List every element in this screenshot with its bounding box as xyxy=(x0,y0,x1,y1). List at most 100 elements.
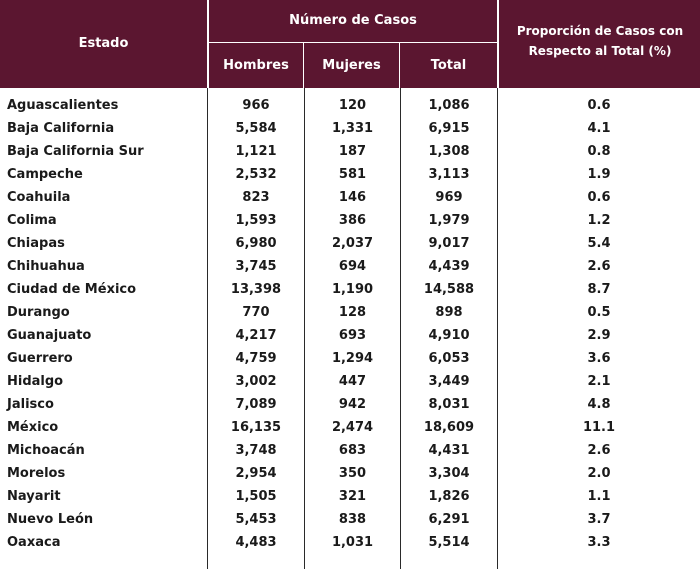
cell-proporcion: 8.7 xyxy=(587,282,611,297)
cell-proporcion: 0.5 xyxy=(587,305,611,320)
table-row: Chihuahua 3,745 694 4,439 2.6 xyxy=(0,255,700,278)
table-row: Oaxaca 4,483 1,031 5,514 3.3 xyxy=(0,531,700,554)
cell-hombres: 16,135 xyxy=(230,420,282,435)
column-divider xyxy=(400,88,401,569)
table-row: Campeche 2,532 581 3,113 1.9 xyxy=(0,163,700,186)
table-row: Jalisco 7,089 942 8,031 4.8 xyxy=(0,393,700,416)
cell-estado: Chihuahua xyxy=(7,259,85,274)
cell-estado: Baja California Sur xyxy=(7,144,144,159)
cell-estado: Ciudad de México xyxy=(7,282,137,297)
cell-hombres: 1,121 xyxy=(235,144,277,159)
cell-total: 6,915 xyxy=(428,121,470,136)
cell-proporcion: 2.1 xyxy=(587,374,611,389)
column-divider xyxy=(207,88,208,569)
cell-mujeres: 2,037 xyxy=(331,236,374,251)
cell-estado: Durango xyxy=(7,305,70,320)
cell-mujeres: 146 xyxy=(338,190,367,205)
table-row: Chiapas 6,980 2,037 9,017 5.4 xyxy=(0,232,700,255)
cell-total: 9,017 xyxy=(428,236,470,251)
cell-hombres: 5,453 xyxy=(235,512,277,527)
cell-estado: Chiapas xyxy=(7,236,65,251)
cell-total: 4,910 xyxy=(428,328,470,343)
header-divider xyxy=(207,0,209,88)
table-row: Guanajuato 4,217 693 4,910 2.9 xyxy=(0,324,700,347)
cell-total: 898 xyxy=(435,305,463,320)
cell-estado: Colima xyxy=(7,213,57,228)
cell-mujeres: 386 xyxy=(338,213,367,228)
cell-proporcion: 4.8 xyxy=(587,397,611,412)
cell-proporcion: 3.3 xyxy=(587,535,611,550)
header-divider xyxy=(399,43,400,88)
cell-estado: Nuevo León xyxy=(7,512,94,527)
header-divider xyxy=(209,42,497,43)
header-estado: Estado xyxy=(78,36,129,51)
table-row: Hidalgo 3,002 447 3,449 2.1 xyxy=(0,370,700,393)
column-divider xyxy=(497,88,498,569)
table-row: Coahuila 823 146 969 0.6 xyxy=(0,186,700,209)
cell-total: 4,431 xyxy=(428,443,470,458)
cell-mujeres: 187 xyxy=(338,144,367,159)
cell-estado: Campeche xyxy=(7,167,83,182)
cell-proporcion: 0.8 xyxy=(587,144,611,159)
cell-proporcion: 3.7 xyxy=(587,512,611,527)
cell-hombres: 770 xyxy=(242,305,270,320)
cell-hombres: 3,748 xyxy=(235,443,277,458)
cell-proporcion: 0.6 xyxy=(587,98,611,113)
cell-estado: Nayarit xyxy=(7,489,61,504)
cell-proporcion: 1.2 xyxy=(587,213,611,228)
cell-estado: Baja California xyxy=(7,121,115,136)
table-header: Estado Número de Casos Hombres Mujeres T… xyxy=(0,0,700,88)
header-numero-casos: Número de Casos xyxy=(289,13,417,28)
header-divider xyxy=(497,0,499,88)
cell-mujeres: 447 xyxy=(338,374,367,389)
cell-estado: Michoacán xyxy=(7,443,85,458)
cell-total: 6,291 xyxy=(428,512,470,527)
cell-proporcion: 2.0 xyxy=(587,466,611,481)
cell-proporcion: 2.6 xyxy=(587,259,611,274)
cell-total: 1,979 xyxy=(428,213,470,228)
cell-estado: Guerrero xyxy=(7,351,73,366)
cell-total: 8,031 xyxy=(428,397,470,412)
cell-hombres: 2,532 xyxy=(235,167,277,182)
cell-total: 3,449 xyxy=(428,374,470,389)
cell-proporcion: 5.4 xyxy=(587,236,611,251)
cell-mujeres: 683 xyxy=(338,443,367,458)
cell-mujeres: 350 xyxy=(338,466,367,481)
cell-proporcion: 3.6 xyxy=(587,351,611,366)
cell-hombres: 3,002 xyxy=(235,374,277,389)
cell-total: 3,304 xyxy=(428,466,470,481)
header-mujeres: Mujeres xyxy=(322,57,381,73)
table-row: Morelos 2,954 350 3,304 2.0 xyxy=(0,462,700,485)
cell-hombres: 1,593 xyxy=(235,213,277,228)
cell-total: 5,514 xyxy=(428,535,470,550)
cell-hombres: 1,505 xyxy=(235,489,277,504)
cell-hombres: 823 xyxy=(242,190,270,205)
cell-proporcion: 2.9 xyxy=(587,328,611,343)
cell-proporcion: 11.1 xyxy=(582,420,616,435)
cell-estado: Hidalgo xyxy=(7,374,64,389)
cell-mujeres: 694 xyxy=(338,259,367,274)
cell-mujeres: 838 xyxy=(338,512,367,527)
table-row: Ciudad de México 13,398 1,190 14,588 8.7 xyxy=(0,278,700,301)
cell-hombres: 7,089 xyxy=(235,397,277,412)
table-row: Nuevo León 5,453 838 6,291 3.7 xyxy=(0,508,700,531)
table-row: Nayarit 1,505 321 1,826 1.1 xyxy=(0,485,700,508)
cell-hombres: 966 xyxy=(242,98,270,113)
table-row: Aguascalientes 966 120 1,086 0.6 xyxy=(0,94,700,117)
cell-total: 14,588 xyxy=(423,282,475,297)
cell-total: 3,113 xyxy=(428,167,470,182)
cell-total: 1,826 xyxy=(428,489,470,504)
cell-hombres: 6,980 xyxy=(235,236,277,251)
cell-estado: Morelos xyxy=(7,466,66,481)
cell-mujeres: 120 xyxy=(338,98,367,113)
cell-hombres: 13,398 xyxy=(230,282,282,297)
cell-mujeres: 321 xyxy=(338,489,367,504)
cell-total: 4,439 xyxy=(428,259,470,274)
cell-mujeres: 1,294 xyxy=(331,351,374,366)
cell-hombres: 4,217 xyxy=(235,328,277,343)
cell-estado: Guanajuato xyxy=(7,328,92,343)
cell-proporcion: 4.1 xyxy=(587,121,611,136)
table-row: Baja California 5,584 1,331 6,915 4.1 xyxy=(0,117,700,140)
table-row: Michoacán 3,748 683 4,431 2.6 xyxy=(0,439,700,462)
